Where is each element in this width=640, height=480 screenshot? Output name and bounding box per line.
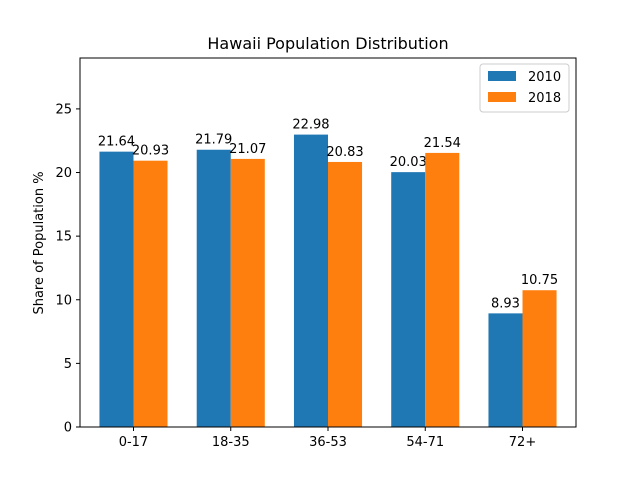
legend-swatch-2010 <box>488 71 516 81</box>
data-label-2018-0-17: 20.93 <box>132 144 169 159</box>
legend-label-2018: 2018 <box>528 91 561 106</box>
data-label-2018-54-71: 21.54 <box>424 136 461 151</box>
x-tick-label-54-71: 54-71 <box>406 435 444 450</box>
bar-2018-36-53 <box>328 161 363 427</box>
x-tick-label-36-53: 36-53 <box>309 435 347 450</box>
y-axis-label: Share of Population % <box>32 171 47 314</box>
bar-2018-72+ <box>522 290 557 427</box>
x-tick-label-0-17: 0-17 <box>119 435 149 450</box>
x-tick-label-72+: 72+ <box>509 435 536 450</box>
data-label-2018-72+: 10.75 <box>521 273 558 288</box>
data-label-2010-72+: 8.93 <box>491 296 520 311</box>
bar-2010-18-35 <box>196 149 231 428</box>
legend-swatch-2018 <box>488 92 516 102</box>
data-label-2010-0-17: 21.64 <box>98 135 135 150</box>
data-label-2010-18-35: 21.79 <box>195 133 232 148</box>
bar-2010-36-53 <box>293 134 328 427</box>
bar-2018-18-35 <box>230 158 265 427</box>
y-tick-label-20: 20 <box>55 166 72 181</box>
y-tick-label-0: 0 <box>64 421 72 436</box>
data-label-2018-36-53: 20.83 <box>326 145 363 160</box>
chart-title: Hawaii Population Distribution <box>207 34 448 53</box>
data-label-2010-36-53: 22.98 <box>292 118 329 133</box>
bar-2010-72+ <box>488 313 523 427</box>
y-tick-label-5: 5 <box>64 357 72 372</box>
series-2018: 20.93 21.07 20.83 21.54 10.75 <box>132 136 558 428</box>
bar-2010-0-17 <box>99 151 134 427</box>
legend: 2010 2018 <box>479 63 570 113</box>
y-tick-label-10: 10 <box>55 293 72 308</box>
data-label-2010-54-71: 20.03 <box>390 155 427 170</box>
bar-2010-54-71 <box>391 172 426 427</box>
y-tick-label-15: 15 <box>55 230 72 245</box>
bar-2018-54-71 <box>425 152 460 428</box>
bar-2018-0-17 <box>133 160 168 427</box>
x-tick-label-18-35: 18-35 <box>212 435 250 450</box>
data-label-2018-18-35: 21.07 <box>229 142 266 157</box>
y-tick-label-25: 25 <box>55 102 72 117</box>
legend-label-2010: 2010 <box>528 70 561 85</box>
series-2010: 21.64 21.79 22.98 20.03 8.93 <box>98 118 523 428</box>
